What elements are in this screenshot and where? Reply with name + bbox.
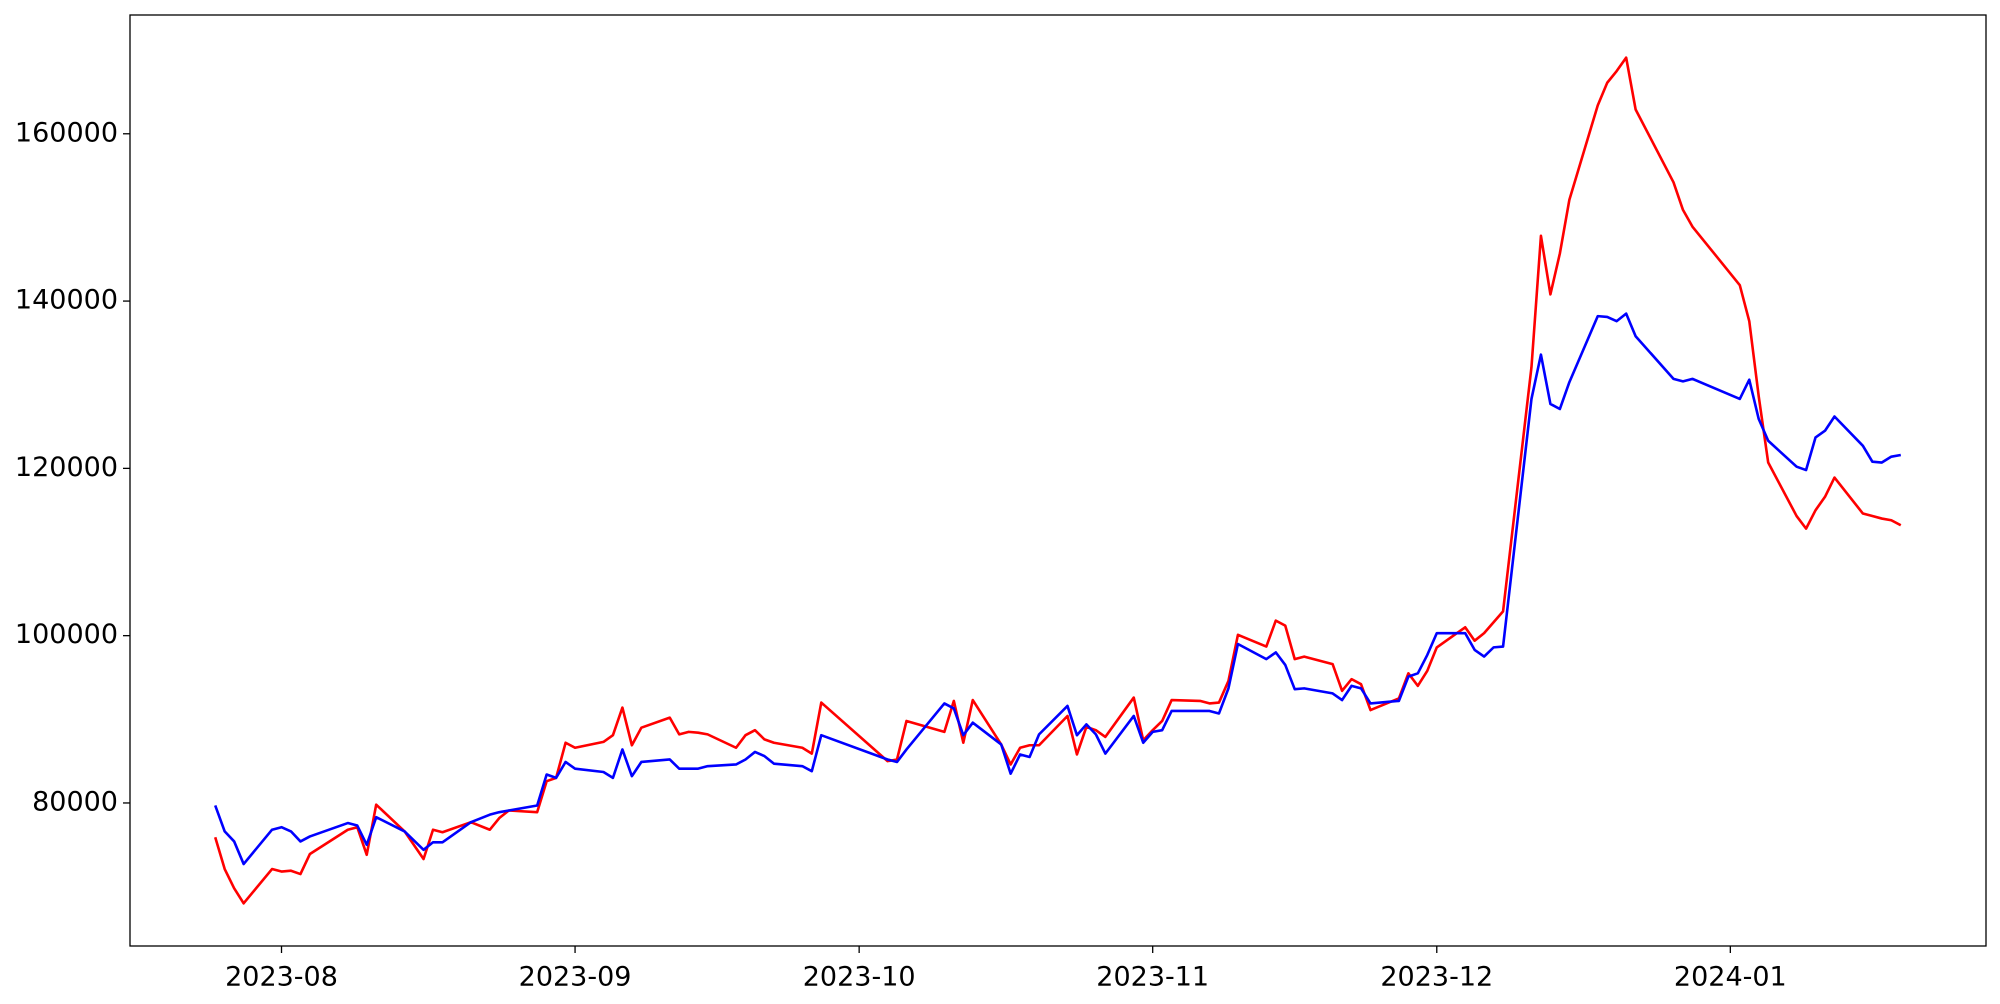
y-tick-label: 160000 <box>15 117 118 148</box>
x-tick-label: 2023-09 <box>519 962 632 993</box>
line-series <box>213 56 1902 905</box>
y-tick-label: 120000 <box>15 452 118 483</box>
y-tick-label: 140000 <box>15 285 118 316</box>
y-tick-label: 80000 <box>32 786 118 817</box>
x-tick-label: 2023-12 <box>1380 962 1493 993</box>
x-tick-label: 2023-08 <box>225 962 338 993</box>
x-tick-label: 2024-01 <box>1674 962 1787 993</box>
x-tick-label: 2023-10 <box>803 962 916 993</box>
y-tick-label: 100000 <box>15 619 118 650</box>
plot-frame <box>129 14 1987 947</box>
x-tick-label: 2023-11 <box>1096 962 1209 993</box>
line-series <box>213 312 1902 866</box>
